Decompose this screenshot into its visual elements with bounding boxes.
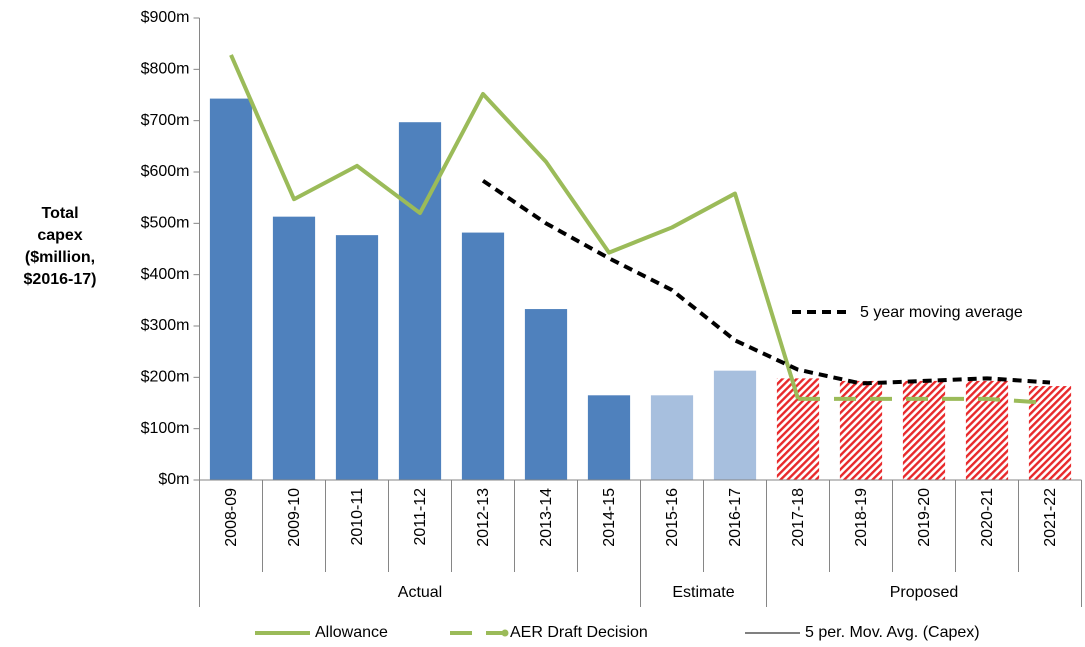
x-tick-label: 2013-14 bbox=[538, 488, 555, 547]
group-label: Actual bbox=[398, 584, 442, 601]
bar bbox=[398, 122, 442, 480]
x-tick-label: 2016-17 bbox=[727, 488, 744, 547]
y-tick-label: $100m bbox=[141, 420, 190, 437]
x-tick-label: 2017-18 bbox=[790, 488, 807, 547]
bar bbox=[902, 380, 946, 480]
bar bbox=[839, 380, 883, 480]
y-tick-label: $600m bbox=[141, 163, 190, 180]
bar bbox=[524, 309, 568, 480]
x-tick-label: 2014-15 bbox=[601, 488, 618, 547]
x-tick-label: 2008-09 bbox=[223, 488, 240, 547]
x-tick-label: 2018-19 bbox=[853, 488, 870, 547]
y-tick-label: $0m bbox=[158, 471, 189, 488]
x-tick-label: 2011-12 bbox=[412, 488, 429, 546]
series-line bbox=[229, 54, 800, 400]
y-axis-label: Total bbox=[41, 205, 78, 222]
x-tick-label: 2012-13 bbox=[475, 488, 492, 547]
bar bbox=[209, 98, 253, 481]
x-tick-label: 2015-16 bbox=[664, 488, 681, 547]
y-tick-label: $500m bbox=[141, 215, 190, 232]
bar bbox=[650, 395, 694, 480]
y-tick-label: $900m bbox=[141, 9, 190, 26]
y-tick-label: $800m bbox=[141, 61, 190, 78]
annotation: 5 year moving average bbox=[860, 304, 1023, 321]
x-tick-label: 2009-10 bbox=[286, 488, 303, 547]
bar bbox=[587, 395, 631, 480]
bar bbox=[335, 235, 379, 480]
bar bbox=[461, 232, 505, 480]
y-tick-label: $400m bbox=[141, 266, 190, 283]
x-tick-label: 2021-22 bbox=[1042, 488, 1059, 547]
group-label: Estimate bbox=[672, 584, 734, 601]
y-tick-label: $300m bbox=[141, 317, 190, 334]
series-line bbox=[798, 396, 1051, 405]
legend-label: 5 per. Mov. Avg. (Capex) bbox=[805, 624, 980, 641]
legend-label: AER Draft Decision bbox=[510, 624, 648, 641]
bar bbox=[713, 370, 757, 480]
bar bbox=[965, 380, 1009, 480]
y-tick-label: $700m bbox=[141, 112, 190, 129]
group-label: Proposed bbox=[890, 584, 959, 601]
series-line bbox=[481, 179, 1051, 386]
x-tick-label: 2020-21 bbox=[979, 488, 996, 547]
x-tick-label: 2019-20 bbox=[916, 488, 933, 547]
legend-label: Allowance bbox=[315, 624, 388, 641]
y-axis-label: $2016-17) bbox=[24, 271, 97, 288]
x-tick-label: 2010-11 bbox=[349, 488, 366, 546]
legend-marker bbox=[501, 629, 509, 637]
bar bbox=[272, 216, 316, 480]
y-axis-label: capex bbox=[37, 227, 82, 244]
y-tick-label: $200m bbox=[141, 369, 190, 386]
y-axis-label: ($million, bbox=[25, 249, 95, 266]
